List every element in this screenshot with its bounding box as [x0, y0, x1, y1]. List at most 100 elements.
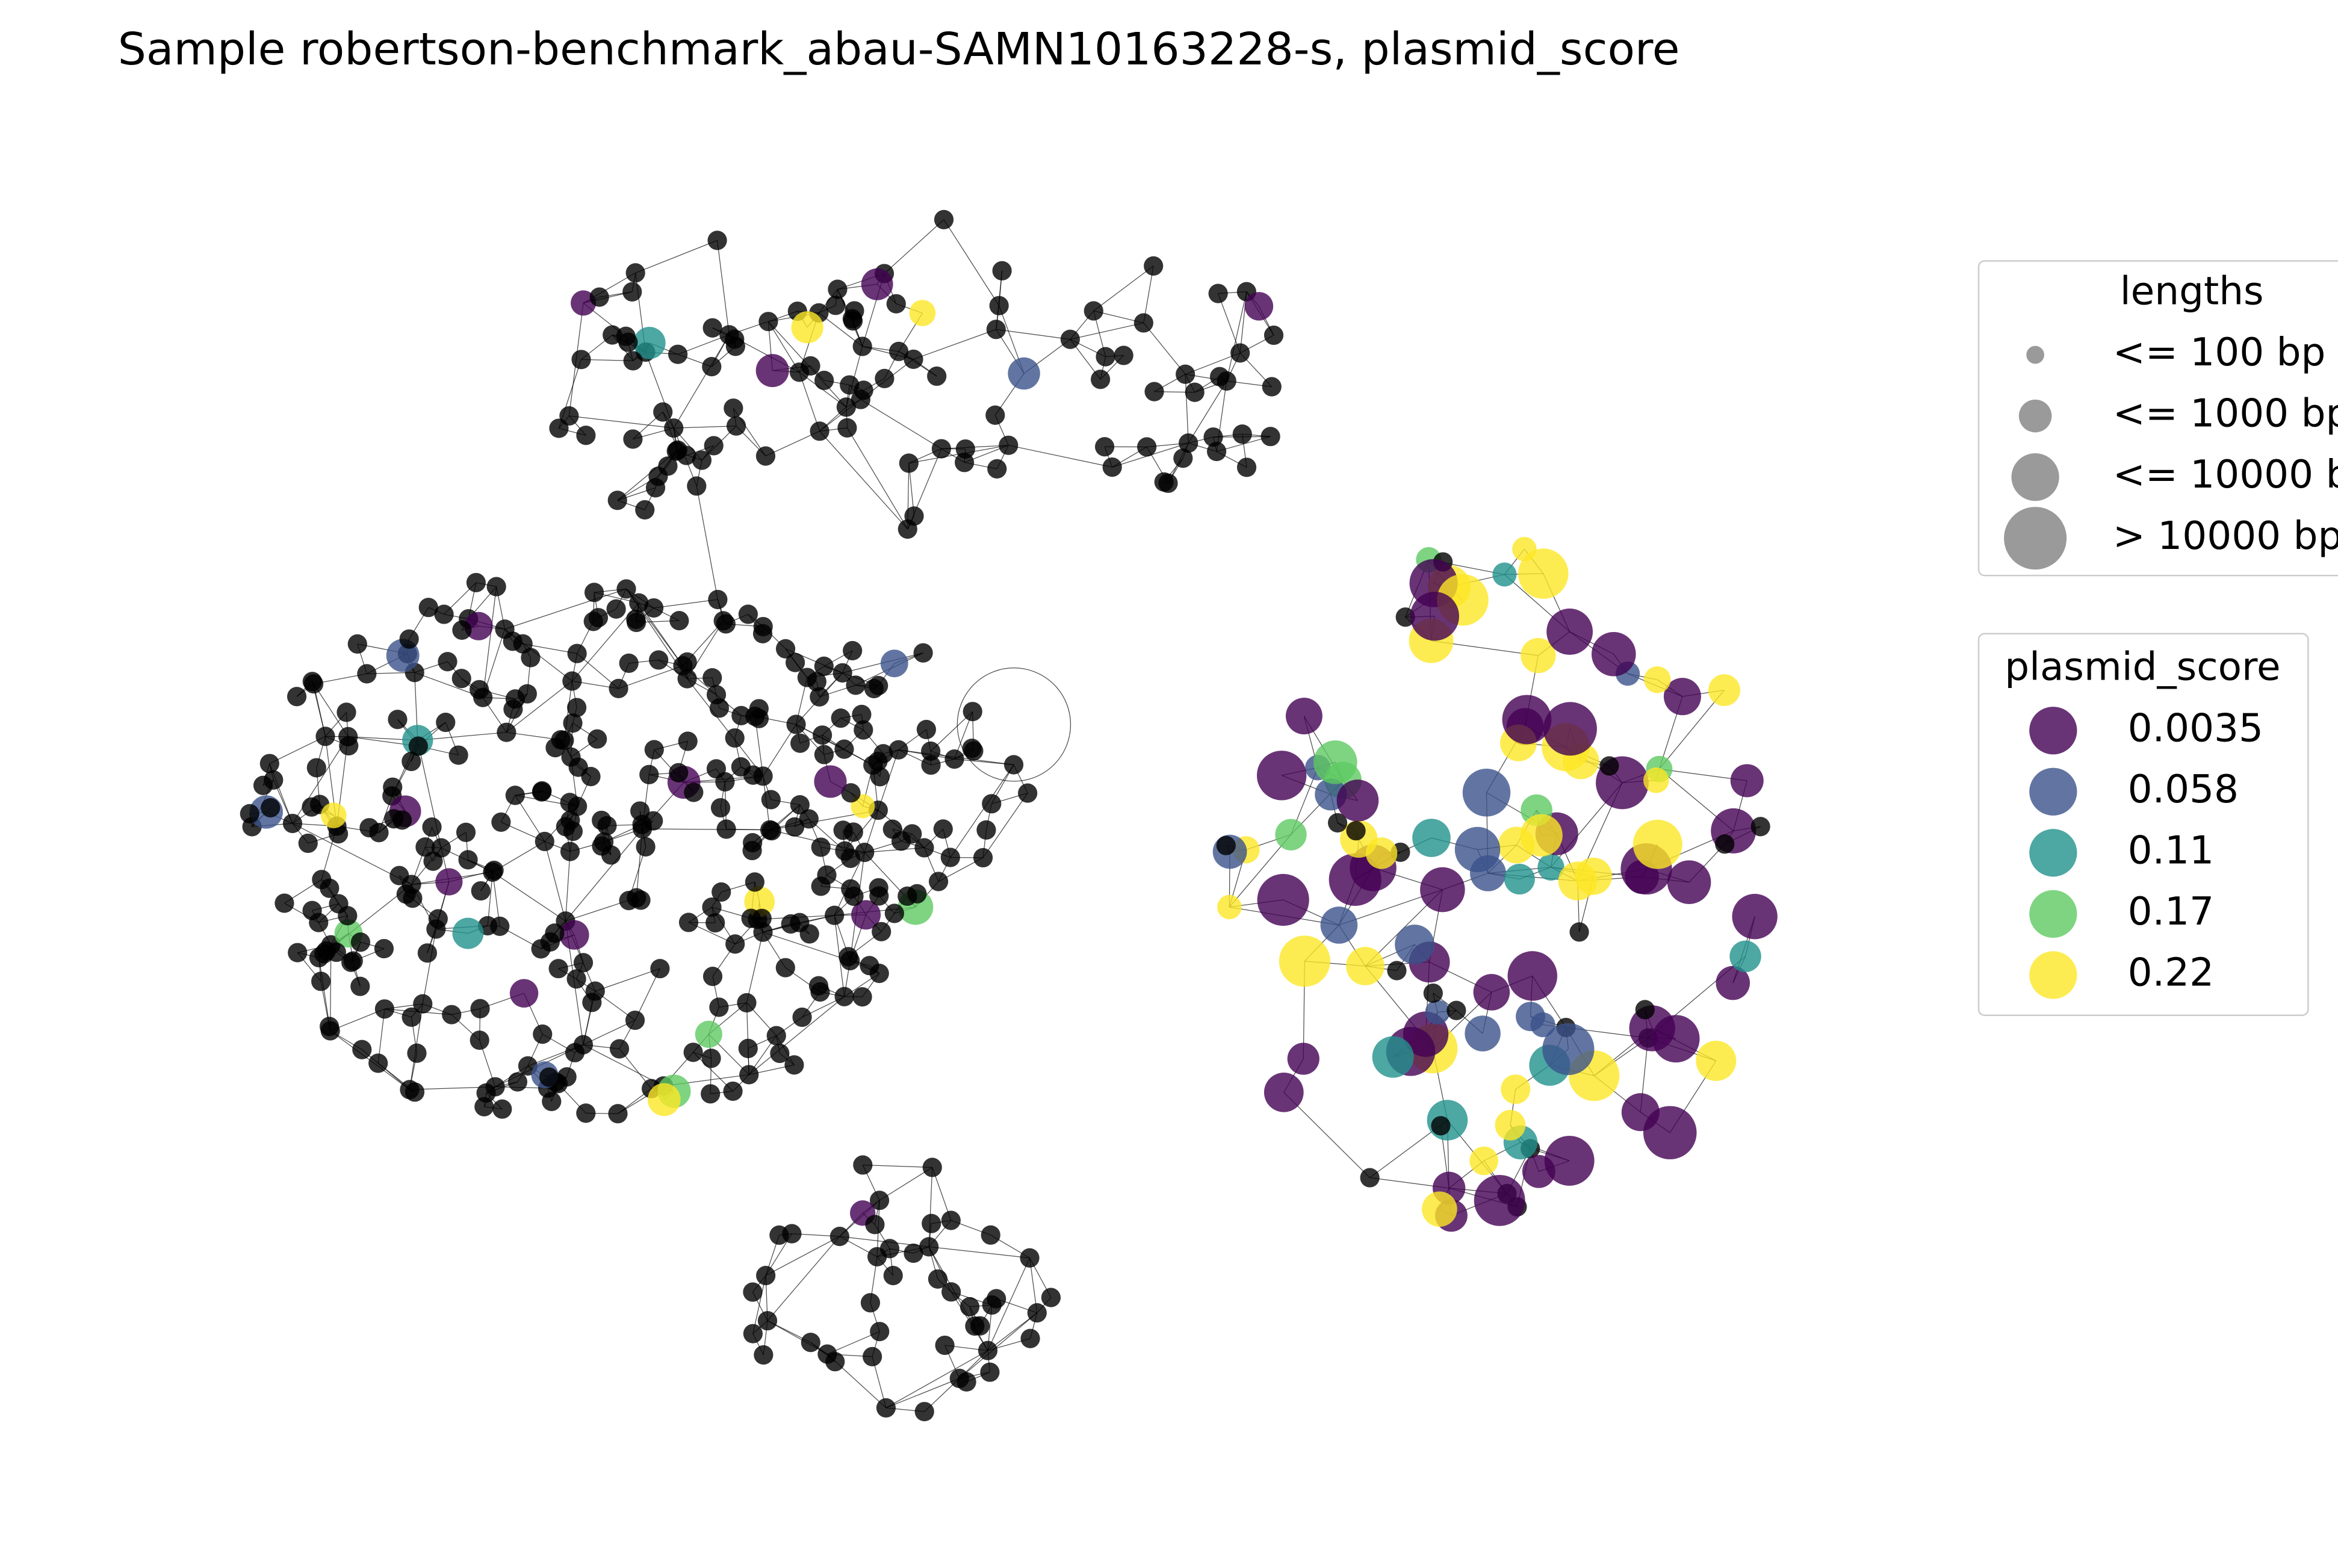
node — [408, 736, 428, 756]
edge — [654, 599, 718, 609]
node — [825, 1352, 845, 1372]
edge — [767, 321, 800, 373]
node — [1591, 631, 1636, 677]
node — [860, 1293, 881, 1313]
node — [1216, 835, 1236, 855]
node — [987, 1289, 1006, 1309]
node — [1279, 935, 1330, 987]
node — [907, 884, 927, 903]
legend-marker — [2029, 707, 2077, 755]
node — [643, 811, 663, 831]
node — [865, 1215, 885, 1235]
node — [1522, 1154, 1555, 1188]
edge — [716, 240, 730, 335]
node — [1663, 678, 1701, 716]
node — [825, 296, 846, 315]
legend-marker — [2011, 453, 2059, 501]
node — [1144, 256, 1164, 276]
node — [941, 1210, 961, 1230]
node — [978, 1340, 998, 1360]
node — [456, 822, 476, 842]
edge — [696, 486, 718, 600]
node — [1203, 427, 1223, 447]
node — [1154, 472, 1174, 492]
node — [843, 640, 863, 661]
edge — [879, 1167, 933, 1201]
edge — [330, 1008, 385, 1032]
node — [814, 656, 834, 676]
node — [503, 699, 523, 719]
node — [1176, 364, 1195, 384]
node — [1102, 457, 1122, 477]
node — [403, 888, 423, 908]
node — [692, 450, 712, 470]
node — [1313, 740, 1357, 784]
edge — [1093, 265, 1154, 312]
node — [981, 1225, 1000, 1245]
node — [684, 782, 704, 802]
node — [710, 798, 731, 818]
node — [702, 357, 722, 377]
node — [882, 819, 902, 839]
node — [935, 1335, 955, 1356]
node — [784, 1055, 804, 1075]
node — [825, 905, 845, 925]
node — [1521, 637, 1556, 674]
edge — [950, 764, 1014, 858]
node — [629, 593, 649, 613]
legend-label: 0.17 — [2128, 889, 2214, 934]
node — [560, 793, 580, 813]
node — [567, 643, 587, 663]
node — [755, 446, 776, 466]
edge — [492, 872, 566, 922]
node — [790, 795, 810, 815]
node — [814, 745, 834, 764]
edge — [1218, 293, 1241, 353]
edge — [860, 399, 942, 450]
node — [868, 751, 888, 772]
node — [1465, 1015, 1501, 1052]
node — [321, 802, 347, 829]
node — [814, 765, 847, 798]
node — [1027, 1303, 1047, 1323]
node — [745, 872, 764, 892]
node — [1492, 562, 1517, 587]
node — [808, 976, 829, 996]
node — [1137, 437, 1157, 457]
node — [350, 976, 370, 996]
node — [588, 729, 607, 749]
edge — [595, 968, 660, 992]
node — [1473, 974, 1510, 1011]
node — [853, 1155, 873, 1175]
node — [417, 943, 438, 963]
edge — [763, 724, 797, 776]
node — [1423, 983, 1443, 1003]
node — [609, 678, 628, 699]
node — [851, 900, 881, 930]
node — [1454, 826, 1501, 873]
node — [1716, 965, 1750, 1000]
node — [846, 675, 866, 695]
node — [781, 914, 801, 934]
node — [1447, 1000, 1466, 1020]
node — [1395, 925, 1434, 964]
node — [549, 418, 569, 438]
node — [743, 765, 763, 785]
node — [647, 1083, 681, 1117]
edge — [269, 736, 326, 764]
node — [724, 398, 743, 418]
node — [451, 669, 471, 689]
node — [1546, 609, 1593, 655]
node — [982, 794, 1002, 814]
node — [1569, 922, 1589, 942]
node — [392, 810, 412, 830]
node — [784, 817, 805, 837]
node — [914, 838, 934, 858]
legend-title: plasmid_score — [2005, 645, 2280, 690]
node — [831, 708, 851, 728]
node — [716, 614, 736, 634]
node — [716, 819, 736, 839]
edge — [1185, 374, 1189, 444]
node — [973, 848, 993, 868]
node — [565, 1043, 585, 1062]
